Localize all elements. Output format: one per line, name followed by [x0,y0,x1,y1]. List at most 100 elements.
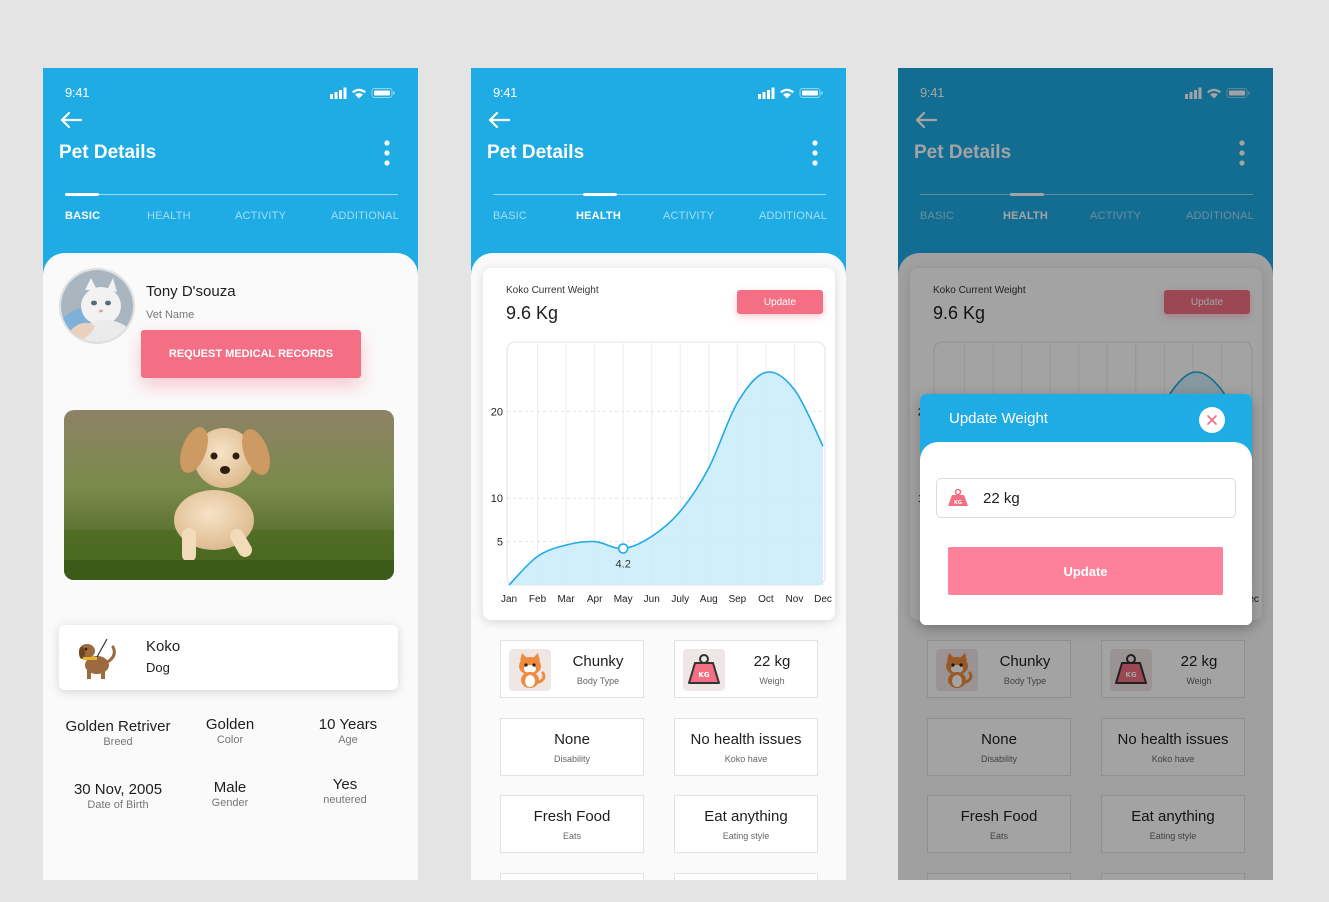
stat-value: 22 kg [753,653,791,670]
tab-divider [920,194,1253,195]
tab-activity[interactable]: ACTIVITY [663,210,715,222]
back-arrow-icon[interactable] [487,110,511,130]
y-tick-label: 20 [491,406,503,418]
status-bar: 9:41 [471,68,846,108]
dog-icon [79,638,116,679]
x-tick-label: Dec [814,594,832,605]
info-breed: Golden Retriver Breed [58,718,178,748]
stat-disability: None Disability [500,718,644,776]
info-gender: Male Gender [170,779,290,809]
modal-body [920,442,1252,625]
stat-label: Eating style [1149,831,1197,841]
back-arrow-icon[interactable] [59,110,83,130]
stat-value: Chunky [999,653,1051,670]
tab-bar: BASIC HEALTH ACTIVITY ADDITIONAL [43,210,418,226]
tab-additional[interactable]: ADDITIONAL [1186,210,1255,222]
info-date-of-birth: 30 Nov, 2005 Date of Birth [58,781,178,811]
cat-icon [936,649,978,691]
tab-health[interactable]: HEALTH [1003,210,1048,222]
x-tick-label: Sep [728,594,746,605]
update-weight-button[interactable]: Update [1164,290,1250,314]
tab-basic[interactable]: BASIC [65,210,101,222]
info-value: Golden Retriver [65,718,171,735]
info-value: 10 Years [318,716,378,733]
weight-label: Koko Current Weight [506,285,599,296]
series-area [509,371,823,585]
stat-value: None [554,731,590,748]
tab-additional[interactable]: ADDITIONAL [759,210,828,222]
weight-input[interactable]: KG 22 kg [936,478,1236,518]
info-neutered: Yes neutered [285,776,405,806]
stat-body-type: Chunky Body Type [927,640,1071,698]
stat-partial [1101,873,1245,880]
stat-value: Eat anything [704,808,788,825]
status-time: 9:41 [65,85,90,100]
tab-divider [65,194,398,195]
tab-bar: BASIC HEALTH ACTIVITY ADDITIONAL [471,210,846,226]
stat-body-type: Chunky Body Type [500,640,644,698]
x-tick-label: Apr [587,594,603,605]
tab-activity[interactable]: ACTIVITY [1090,210,1142,222]
series-line [508,371,824,586]
stat-value: Chunky [572,653,624,670]
weight-chart: 5 10 20 4.2 Jan Feb Mar Apr May Jun July Aug Sep Oct N… [491,341,832,605]
stat-label: Body Type [576,676,620,686]
y-tick-label: 10 [491,493,503,505]
stat-eating-style: Eat anything Eating style [674,795,818,853]
stat-health-issues: No health issues Koko have [674,718,818,776]
tab-health[interactable]: HEALTH [576,210,621,222]
info-value: 30 Nov, 2005 [73,781,163,798]
info-label: neutered [323,794,367,806]
modal-title: Update Weight [949,410,1048,427]
info-label: Date of Birth [87,799,149,811]
weight-value: 9.6 Kg [506,303,559,323]
stat-weigh: 22 kg Weigh [1101,640,1245,698]
tab-indicator [1010,193,1044,196]
more-vertical-icon[interactable] [384,140,390,166]
more-vertical-icon[interactable] [812,140,818,166]
tab-basic[interactable]: BASIC [920,210,955,222]
vet-name-label: Vet Name [146,309,195,321]
tab-health[interactable]: HEALTH [147,210,191,222]
stat-value: No health issues [690,731,802,748]
tab-bar: BASIC HEALTH ACTIVITY ADDITIONAL [898,210,1273,226]
kg-weight-icon [683,649,725,691]
screen-basic: 9:41 Pet Details BASIC HEALTH ACTIVITY A… [43,68,418,880]
tab-divider [493,194,826,195]
tab-additional[interactable]: ADDITIONAL [331,210,400,222]
update-weight-button[interactable]: Update [737,290,823,314]
info-label: Breed [103,736,133,748]
cat-icon [509,649,551,691]
stat-label: Eating style [722,831,770,841]
pet-card[interactable]: Koko Dog [59,625,398,690]
stat-label: Eats [989,831,1008,841]
x-tick-label: July [671,594,689,605]
info-age: 10 Years Age [288,716,408,746]
update-weight-modal: Update Weight KG 22 kg Update [920,394,1252,625]
stat-label: Weigh [759,676,785,686]
stat-partial [674,873,818,880]
stat-value: Fresh Food [533,808,611,825]
tab-indicator [583,193,617,196]
tab-basic[interactable]: BASIC [493,210,528,222]
x-tick-label: Nov [786,594,804,605]
info-value: Yes [332,776,358,793]
x-tick-label: Feb [529,594,547,605]
close-icon[interactable] [1199,407,1225,433]
status-time: 9:41 [493,85,518,100]
stat-partial [500,873,644,880]
stat-eats: Fresh Food Eats [927,795,1071,853]
update-button[interactable]: Update [948,547,1223,595]
kg-weight-icon: KG [948,488,968,506]
info-value: Male [213,779,247,796]
info-label: Age [338,734,358,746]
stat-eats: Fresh Food Eats [500,795,644,853]
stat-label: Disability [553,754,590,764]
weight-value: 9.6 Kg [933,303,986,323]
stat-health-issues: No health issues Koko have [1101,718,1245,776]
tab-activity[interactable]: ACTIVITY [235,210,287,222]
stat-eating-style: Eat anything Eating style [1101,795,1245,853]
request-medical-records-button[interactable]: REQUEST MEDICAL RECORDS [141,330,361,378]
screen-health: 9:41 Pet Details BASIC HEALTH ACTIVITY A… [471,68,846,880]
x-tick-label: Jan [501,594,517,605]
